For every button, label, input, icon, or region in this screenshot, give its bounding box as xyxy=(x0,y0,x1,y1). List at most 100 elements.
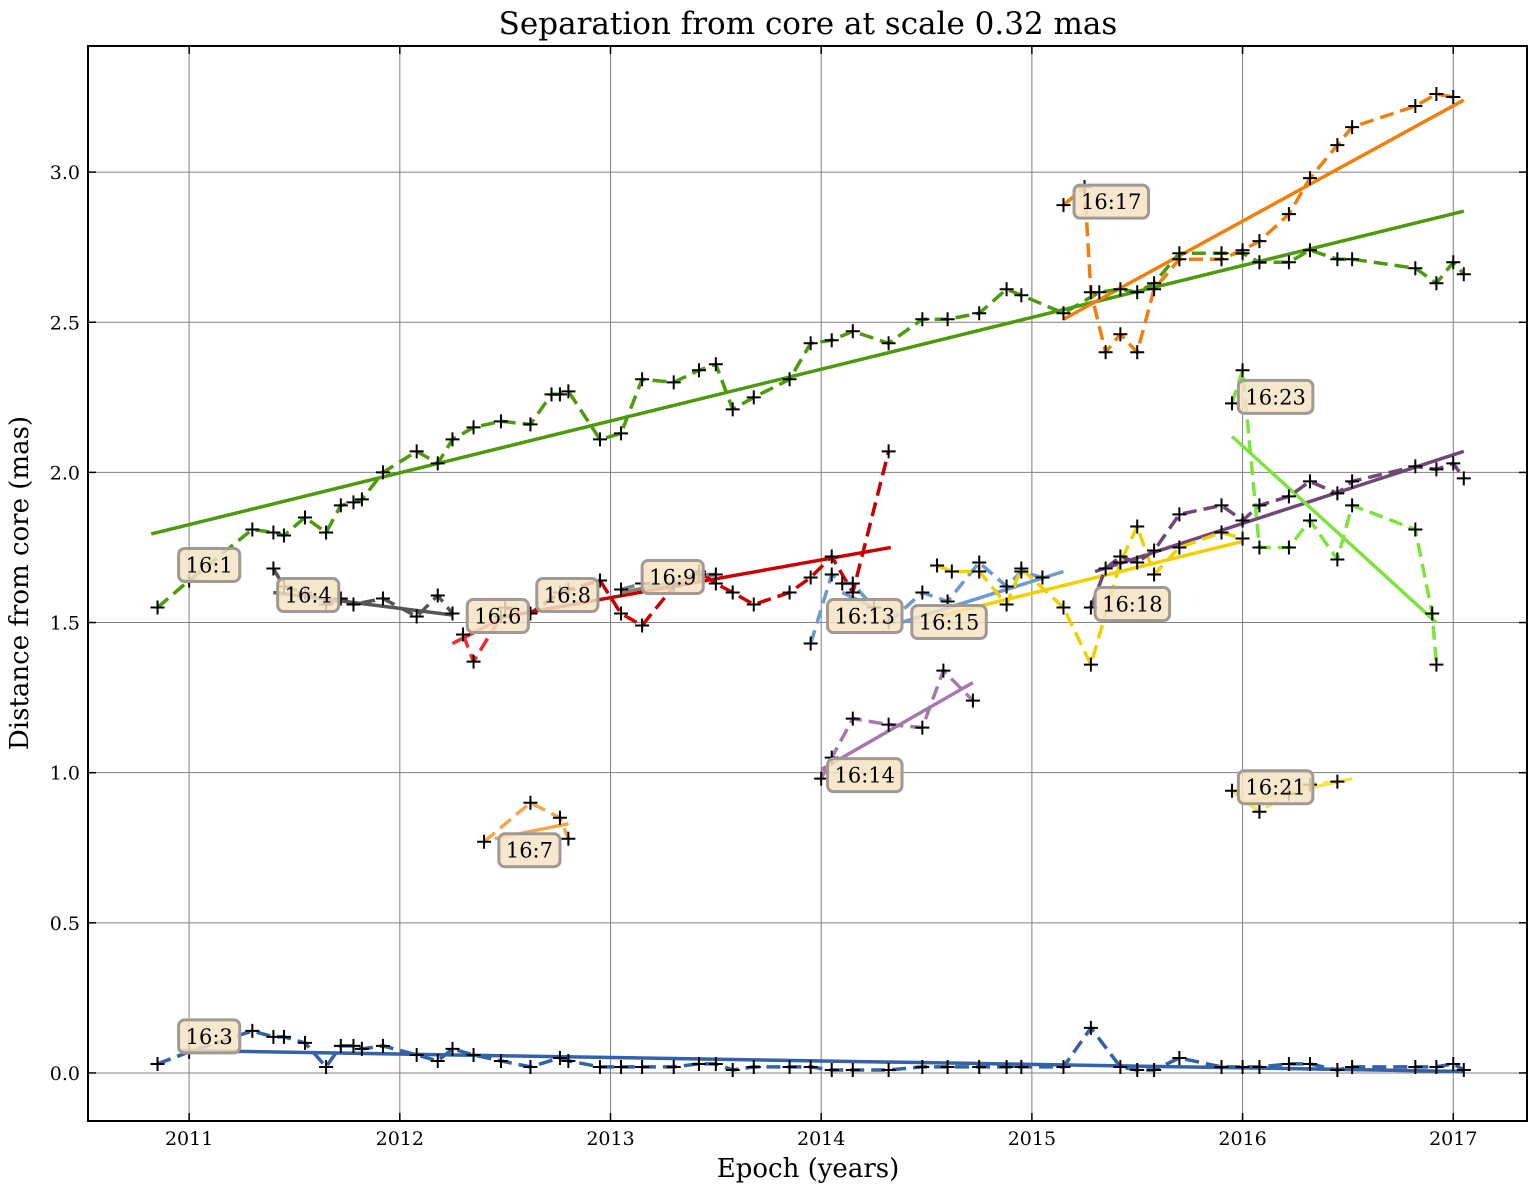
data-point xyxy=(552,810,567,825)
data-point xyxy=(1456,1062,1471,1077)
data-point xyxy=(1408,522,1423,537)
data-point xyxy=(1330,138,1345,153)
data-point xyxy=(1345,252,1360,267)
data-point xyxy=(746,390,761,405)
data-point xyxy=(814,771,829,786)
plot-frame xyxy=(87,45,1528,1122)
data-point xyxy=(1235,1059,1250,1074)
data-point xyxy=(1281,540,1296,555)
data-point xyxy=(1147,543,1162,558)
data-point xyxy=(1130,1062,1145,1077)
data-point xyxy=(1446,456,1461,471)
x-tick-label: 2011 xyxy=(165,1128,213,1150)
grid xyxy=(88,46,1527,1121)
data-point xyxy=(824,549,839,564)
data-point xyxy=(1225,396,1240,411)
data-point xyxy=(881,444,896,459)
data-markers xyxy=(150,87,1471,1077)
fit-line xyxy=(1094,449,1465,574)
data-point xyxy=(477,834,492,849)
data-point xyxy=(245,1023,260,1038)
series-annotation-text: 16:6 xyxy=(474,605,521,629)
data-point xyxy=(824,567,839,582)
data-point xyxy=(708,357,723,372)
data-point xyxy=(456,627,471,642)
data-point xyxy=(824,1062,839,1077)
data-point xyxy=(298,510,313,525)
data-point xyxy=(782,1059,797,1074)
data-point xyxy=(1281,207,1296,222)
data-point xyxy=(561,831,576,846)
data-point xyxy=(691,363,706,378)
data-point xyxy=(1330,552,1345,567)
data-point xyxy=(1098,345,1113,360)
data-point xyxy=(1345,474,1360,489)
series-annotation-text: 16:15 xyxy=(919,611,980,635)
data-point xyxy=(803,636,818,651)
data-point xyxy=(1330,252,1345,267)
data-point xyxy=(1014,1059,1029,1074)
data-point xyxy=(1281,1056,1296,1071)
data-point xyxy=(635,618,650,633)
data-point xyxy=(592,432,607,447)
data-point xyxy=(845,1062,860,1077)
fit-line xyxy=(1062,98,1465,321)
data-point xyxy=(915,312,930,327)
data-point xyxy=(409,609,424,624)
series-line xyxy=(482,800,571,844)
data-point xyxy=(1302,243,1317,258)
data-point xyxy=(493,414,508,429)
data-point xyxy=(1147,282,1162,297)
data-point xyxy=(1035,570,1050,585)
x-tick-label: 2013 xyxy=(586,1128,634,1150)
data-point xyxy=(493,1053,508,1068)
data-point xyxy=(319,1059,334,1074)
data-point xyxy=(936,663,951,678)
y-tick-label: 1.0 xyxy=(50,763,80,785)
series-annotation-box xyxy=(276,577,341,614)
data-point xyxy=(1408,459,1423,474)
data-point xyxy=(1345,120,1360,135)
series-annotation-box xyxy=(177,546,242,583)
series-line xyxy=(156,248,1466,609)
data-point xyxy=(375,465,390,480)
data-point xyxy=(1408,1059,1423,1074)
series-annotation-text: 16:17 xyxy=(1081,190,1142,214)
data-point xyxy=(298,1035,313,1050)
data-point xyxy=(375,1038,390,1053)
data-point xyxy=(635,372,650,387)
data-point xyxy=(346,1038,361,1053)
data-point xyxy=(614,606,629,621)
series-annotation-text: 16:4 xyxy=(285,584,332,608)
data-point xyxy=(354,1041,369,1056)
data-point xyxy=(523,417,538,432)
data-point xyxy=(845,576,860,591)
data-point xyxy=(1083,1020,1098,1035)
data-point xyxy=(430,588,445,603)
data-point xyxy=(1456,471,1471,486)
data-point xyxy=(333,498,348,513)
data-point xyxy=(708,1056,723,1071)
data-point xyxy=(1147,567,1162,582)
series-annotation: 16:21 xyxy=(1236,769,1315,806)
data-point xyxy=(666,1059,681,1074)
series-annotation-text: 16:14 xyxy=(835,764,896,788)
data-point xyxy=(1235,531,1250,546)
data-point xyxy=(445,1041,460,1056)
data-point xyxy=(1330,1062,1345,1077)
data-point xyxy=(1345,1059,1360,1074)
series-annotation: 16:13 xyxy=(826,598,904,635)
data-point xyxy=(881,717,896,732)
data-point xyxy=(1330,486,1345,501)
y-tick-label: 3.0 xyxy=(50,162,80,184)
data-point xyxy=(445,606,460,621)
axes-frame xyxy=(87,45,1528,1122)
data-point xyxy=(881,336,896,351)
data-point xyxy=(965,693,980,708)
series-annotation-text: 16:3 xyxy=(186,1025,233,1049)
data-point xyxy=(691,1056,706,1071)
data-point xyxy=(1429,276,1444,291)
x-tick-label: 2017 xyxy=(1429,1128,1477,1150)
data-point xyxy=(915,585,930,600)
data-point xyxy=(1113,282,1128,297)
